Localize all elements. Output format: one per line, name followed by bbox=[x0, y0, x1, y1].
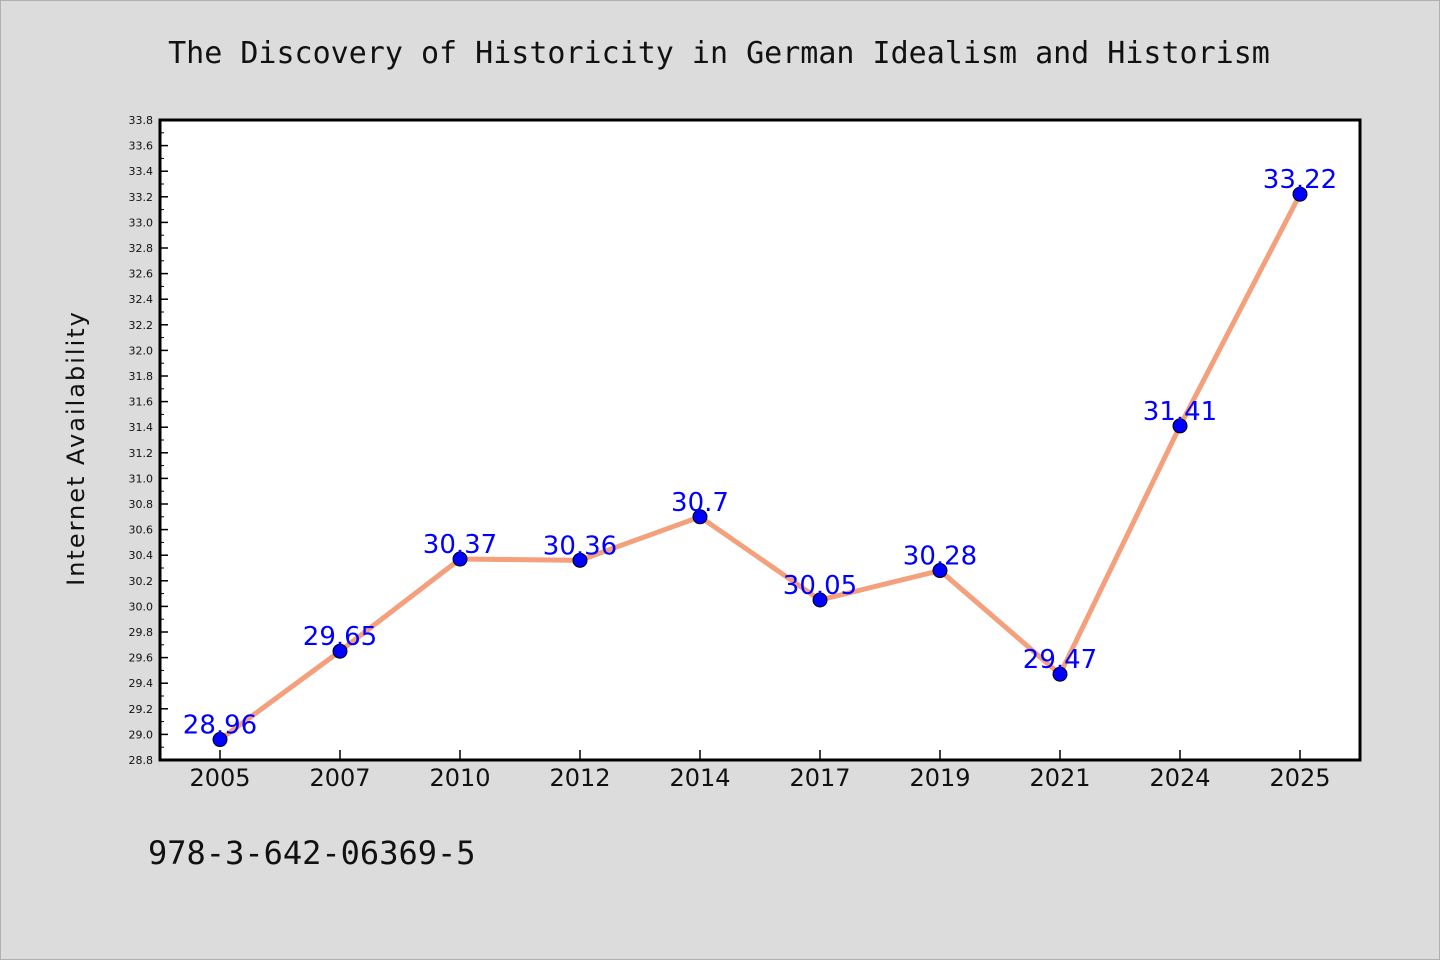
y-tick-label: 30.6 bbox=[129, 524, 154, 537]
data-point bbox=[212, 732, 228, 748]
y-tick-label: 30.0 bbox=[129, 600, 154, 613]
series-line bbox=[217, 191, 1303, 743]
y-tick-label: 32.8 bbox=[129, 242, 154, 255]
y-tick-label: 29.0 bbox=[129, 728, 154, 741]
data-point bbox=[572, 552, 588, 568]
y-tick-label: 31.6 bbox=[129, 396, 154, 409]
data-point bbox=[332, 643, 348, 659]
y-tick-label: 30.8 bbox=[129, 498, 154, 511]
data-label: 29.65 bbox=[303, 622, 377, 652]
data-label: 28.96 bbox=[183, 711, 257, 741]
y-tick-label: 29.6 bbox=[129, 652, 154, 665]
data-label: 30.37 bbox=[423, 530, 497, 560]
data-label: 31.41 bbox=[1143, 397, 1217, 427]
y-tick-label: 32.0 bbox=[129, 344, 154, 357]
data-point bbox=[452, 551, 468, 567]
y-tick-label: 31.0 bbox=[129, 472, 154, 485]
data-label: 29.47 bbox=[1023, 645, 1097, 675]
y-tick-label: 33.4 bbox=[129, 165, 154, 178]
x-tick-label: 2005 bbox=[189, 764, 250, 792]
y-axis-label: Internet Availability bbox=[62, 310, 90, 586]
data-label: 30.36 bbox=[543, 531, 617, 561]
data-point bbox=[692, 509, 708, 525]
data-label: 30.7 bbox=[671, 488, 729, 518]
x-axis: 2005 2007 2010 2012 2014 2017 2019 2021 2024 2025 bbox=[189, 750, 1331, 792]
chart-title: The Discovery of Historicity in German I… bbox=[168, 36, 1270, 71]
x-tick-label: 2017 bbox=[789, 764, 850, 792]
y-tick-label: 28.8 bbox=[129, 754, 154, 767]
data-point bbox=[1172, 418, 1188, 434]
x-tick-label: 2024 bbox=[1149, 764, 1210, 792]
y-tick-label: 32.2 bbox=[129, 319, 154, 332]
y-tick-label: 33.8 bbox=[129, 114, 154, 127]
y-tick-label: 29.8 bbox=[129, 626, 154, 639]
y-axis: 28.8 29.0 29.2 29.4 29.6 29.8 30.0 30.2 30.4 30.6… bbox=[129, 114, 168, 767]
data-label: 33.22 bbox=[1263, 165, 1337, 195]
plot-area bbox=[158, 118, 1362, 762]
series-group: 28.96 29.65 30.37 30.36 30.7 30.05 30.28 29.47 3… bbox=[183, 165, 1337, 748]
y-tick-label: 30.2 bbox=[129, 575, 154, 588]
y-tick-label: 31.4 bbox=[129, 421, 154, 434]
y-tick-label: 33.2 bbox=[129, 191, 154, 204]
y-tick-label: 31.2 bbox=[129, 447, 154, 460]
x-tick-label: 2019 bbox=[909, 764, 970, 792]
x-tick-label: 2012 bbox=[549, 764, 610, 792]
y-tick-label: 29.4 bbox=[129, 677, 154, 690]
y-tick-label: 29.2 bbox=[129, 703, 154, 716]
data-point bbox=[1292, 186, 1308, 202]
x-tick-label: 2014 bbox=[669, 764, 730, 792]
x-tick-label: 2025 bbox=[1269, 764, 1330, 792]
y-tick-label: 33.0 bbox=[129, 216, 154, 229]
data-point bbox=[812, 592, 828, 608]
data-point bbox=[1052, 666, 1068, 682]
x-tick-label: 2010 bbox=[429, 764, 490, 792]
x-tick-label: 2021 bbox=[1029, 764, 1090, 792]
isbn-footnote: 978-3-642-06369-5 bbox=[148, 834, 476, 872]
x-tick-label: 2007 bbox=[309, 764, 370, 792]
y-tick-label: 33.6 bbox=[129, 140, 154, 153]
y-tick-label: 31.8 bbox=[129, 370, 154, 383]
y-tick-label: 30.4 bbox=[129, 549, 154, 562]
y-tick-label: 32.6 bbox=[129, 268, 154, 281]
data-label: 30.05 bbox=[783, 571, 857, 601]
y-tick-label: 32.4 bbox=[129, 293, 154, 306]
data-label: 30.28 bbox=[903, 542, 977, 572]
data-point bbox=[932, 563, 948, 579]
